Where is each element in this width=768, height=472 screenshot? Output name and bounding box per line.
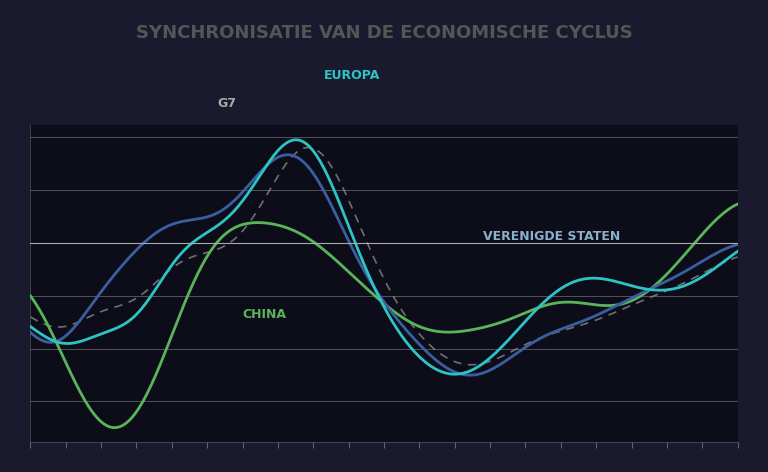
Text: G7: G7 — [218, 97, 237, 110]
Text: CHINA: CHINA — [243, 308, 286, 321]
Text: EUROPA: EUROPA — [324, 68, 380, 82]
Text: SYNCHRONISATIE VAN DE ECONOMISCHE CYCLUS: SYNCHRONISATIE VAN DE ECONOMISCHE CYCLUS — [136, 24, 632, 42]
Text: VERENIGDE STATEN: VERENIGDE STATEN — [483, 230, 621, 243]
